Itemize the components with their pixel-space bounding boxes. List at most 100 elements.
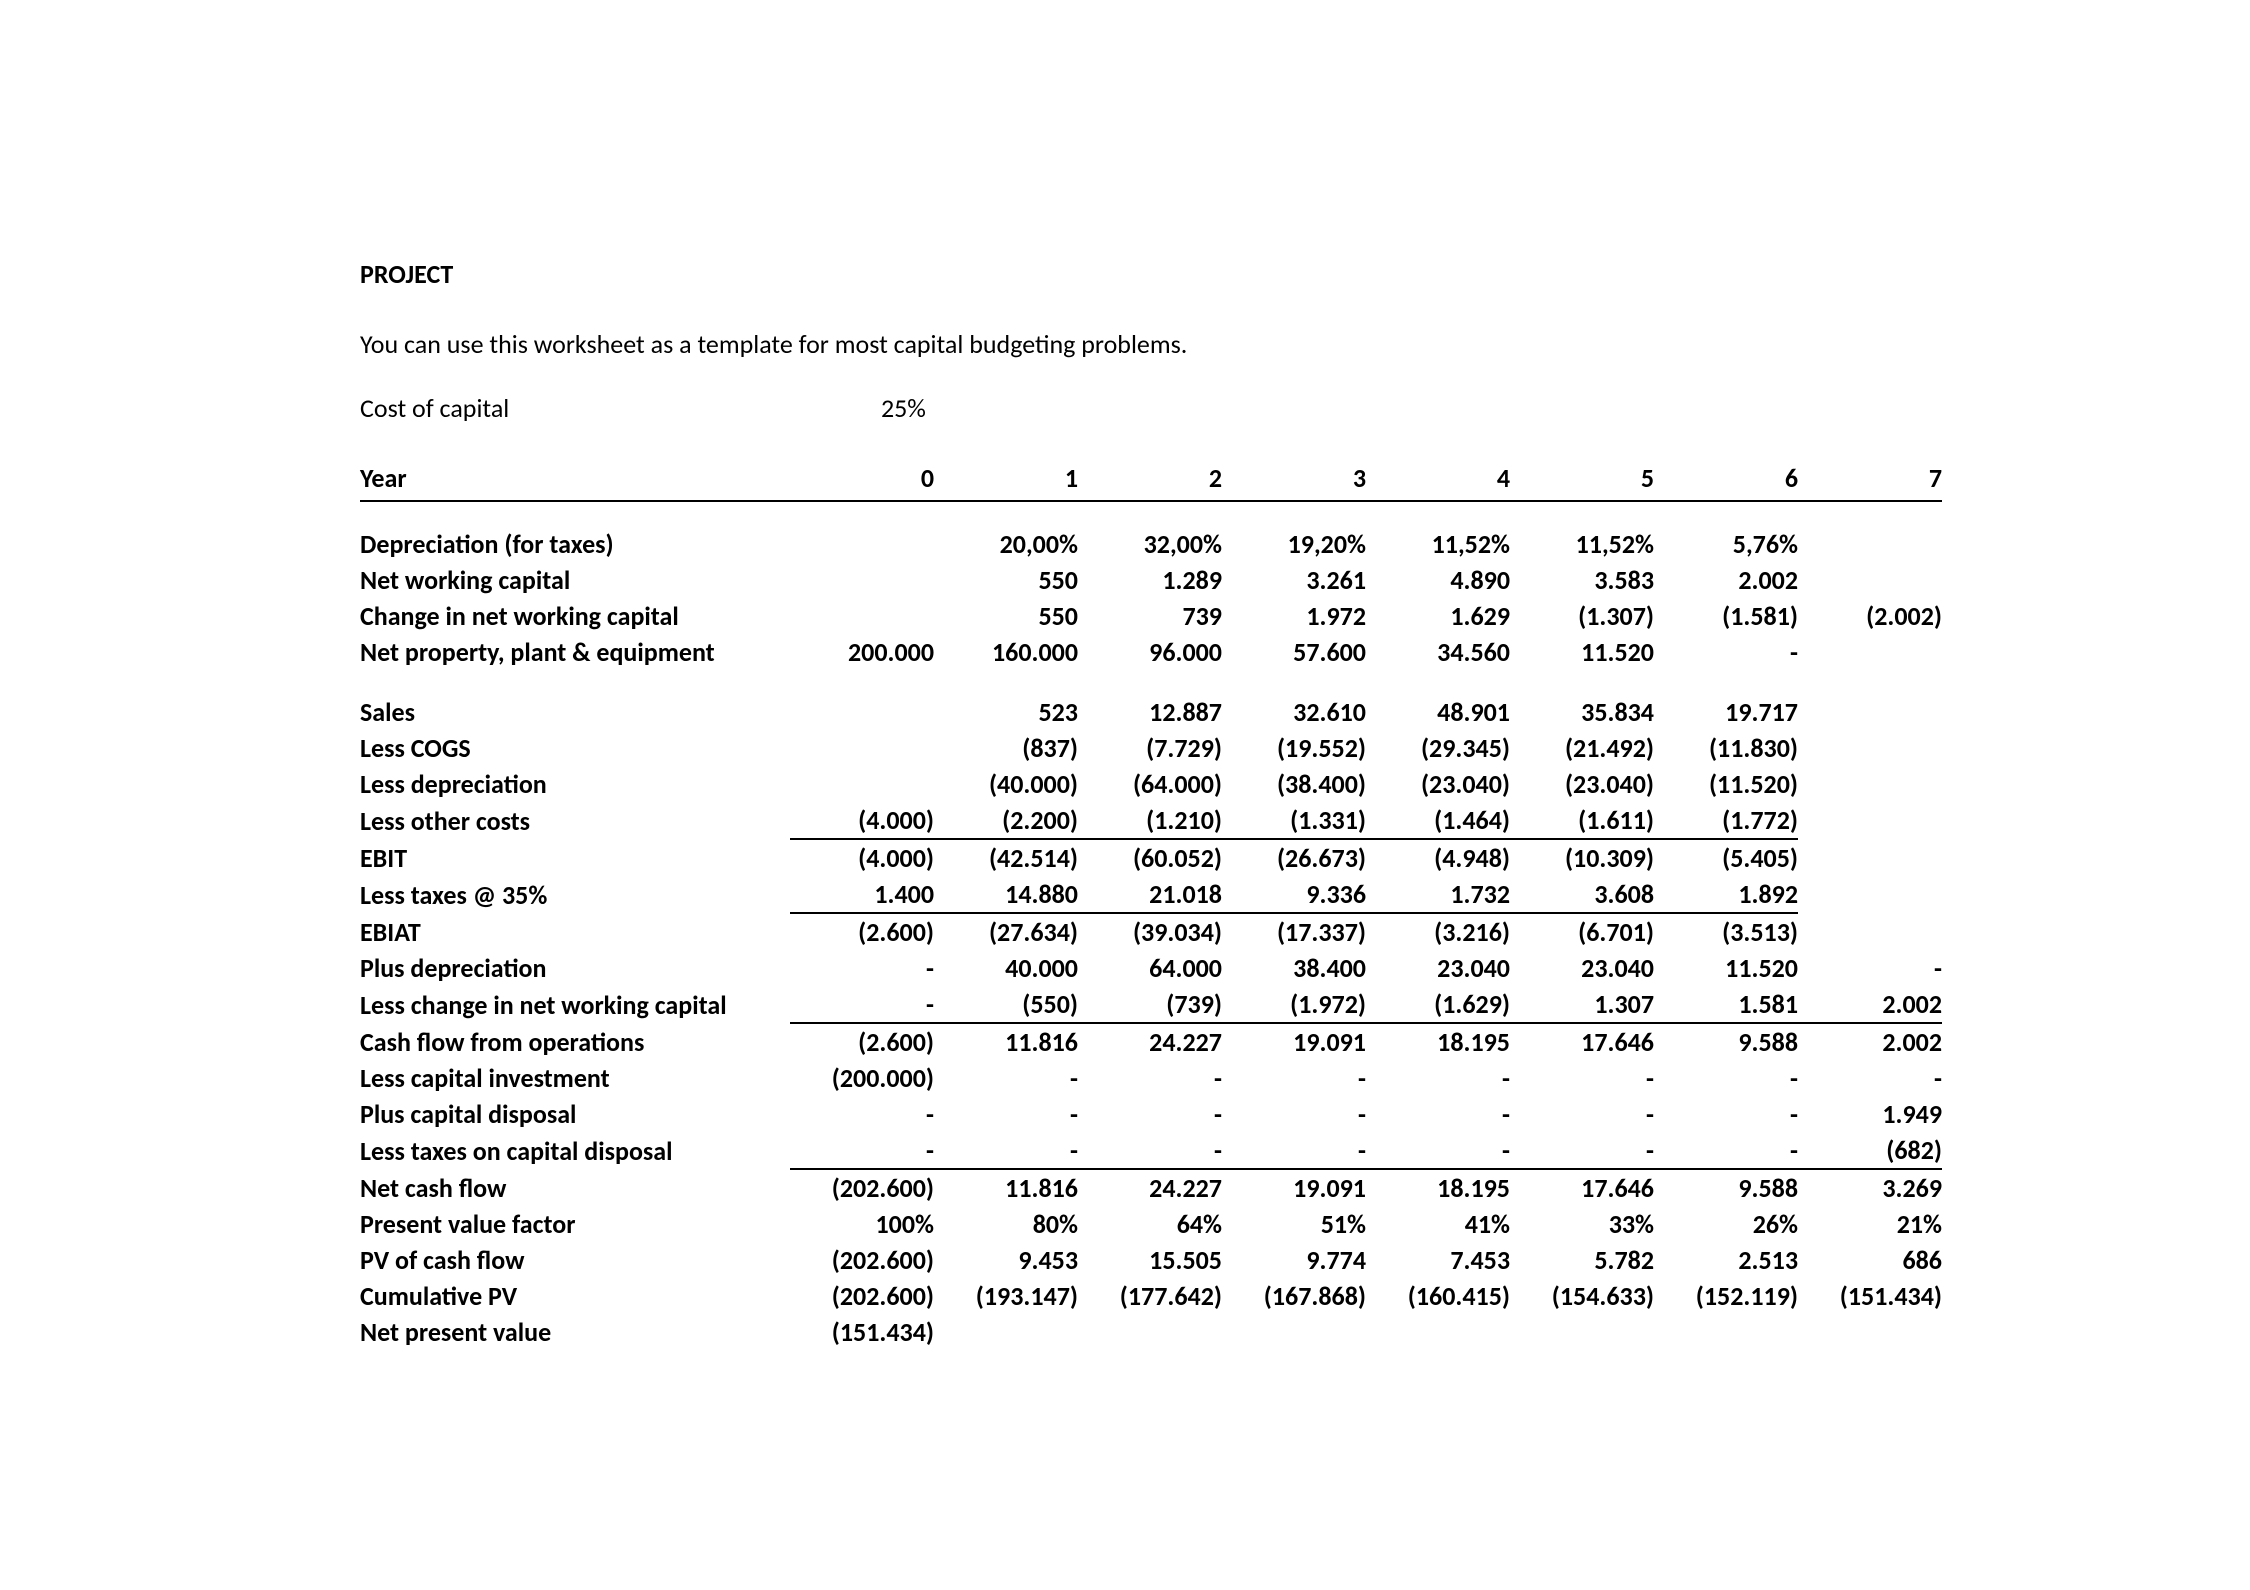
row-cumulative-pv: Cumulative PV (202.600) (193.147) (177.6… (360, 1278, 1942, 1314)
cell: (17.337) (1222, 913, 1366, 950)
cell-label: PV of cash flow (360, 1242, 790, 1278)
cell: 9.453 (934, 1242, 1078, 1278)
cell: 21% (1798, 1206, 1942, 1242)
cell: 19.091 (1222, 1023, 1366, 1060)
cell: (27.634) (934, 913, 1078, 950)
cell: (5.405) (1654, 839, 1798, 876)
cell (1798, 1314, 1942, 1350)
cell-label: Plus depreciation (360, 950, 790, 986)
cell: (167.868) (1222, 1278, 1366, 1314)
cell: 24.227 (1078, 1023, 1222, 1060)
cell: (4.948) (1366, 839, 1510, 876)
cell-label: Net property, plant & equipment (360, 634, 790, 670)
cell: - (1654, 634, 1798, 670)
page: PROJECT You can use this worksheet as a … (0, 0, 2250, 1590)
cell: 1.581 (1654, 986, 1798, 1023)
cell: 160.000 (934, 634, 1078, 670)
row-less-capex: Less capital investment (200.000) - - - … (360, 1060, 1942, 1096)
cell: 1.732 (1366, 876, 1510, 913)
cost-of-capital-value: 25% (796, 392, 926, 424)
cell: - (790, 950, 934, 986)
cell (934, 1314, 1078, 1350)
cell: (64.000) (1078, 766, 1222, 802)
cell: - (1222, 1132, 1366, 1169)
cell: - (1798, 1060, 1942, 1096)
cell (1798, 562, 1942, 598)
header-row: Year 0 1 2 3 4 5 6 7 (360, 460, 1942, 501)
budget-table: Year 0 1 2 3 4 5 6 7 Depreciation (for t… (360, 460, 1942, 1350)
cell: - (1222, 1060, 1366, 1096)
cell: (154.633) (1510, 1278, 1654, 1314)
cell: (837) (934, 730, 1078, 766)
cell-label: Less taxes @ 35% (360, 876, 790, 913)
cell: 11.816 (934, 1023, 1078, 1060)
cell-label: Less capital investment (360, 1060, 790, 1096)
cell: (1.210) (1078, 802, 1222, 839)
cell: (23.040) (1366, 766, 1510, 802)
cell: 1.949 (1798, 1096, 1942, 1132)
cell-label: Net working capital (360, 562, 790, 598)
cell: 11.520 (1654, 950, 1798, 986)
cell-label: Less change in net working capital (360, 986, 790, 1023)
cell: (2.600) (790, 1023, 934, 1060)
cell: - (1798, 950, 1942, 986)
cell (790, 562, 934, 598)
cell: - (790, 986, 934, 1023)
cell-label: Change in net working capital (360, 598, 790, 634)
cell-label: Present value factor (360, 1206, 790, 1242)
cell: 4.890 (1366, 562, 1510, 598)
cell (790, 730, 934, 766)
cell (790, 694, 934, 730)
cell (1798, 730, 1942, 766)
cell: 33% (1510, 1206, 1654, 1242)
cell: (682) (1798, 1132, 1942, 1169)
cell: 3.269 (1798, 1169, 1942, 1206)
cell: 80% (934, 1206, 1078, 1242)
cell: - (934, 1132, 1078, 1169)
cell: - (1510, 1060, 1654, 1096)
cell: (3.513) (1654, 913, 1798, 950)
cell: 3.608 (1510, 876, 1654, 913)
row-plus-depreciation: Plus depreciation - 40.000 64.000 38.400… (360, 950, 1942, 986)
subtitle: You can use this worksheet as a template… (360, 328, 1940, 360)
cell: 11.816 (934, 1169, 1078, 1206)
header-col-6: 6 (1654, 460, 1798, 501)
cell (1798, 876, 1942, 913)
cell (1798, 913, 1942, 950)
cell: 40.000 (934, 950, 1078, 986)
cell: 24.227 (1078, 1169, 1222, 1206)
header-col-7: 7 (1798, 460, 1942, 501)
cell: - (934, 1096, 1078, 1132)
cell-label: Net cash flow (360, 1169, 790, 1206)
cell: 2.513 (1654, 1242, 1798, 1278)
cell: (1.307) (1510, 598, 1654, 634)
cell: 38.400 (1222, 950, 1366, 986)
cell: 1.892 (1654, 876, 1798, 913)
row-less-depreciation: Less depreciation (40.000) (64.000) (38.… (360, 766, 1942, 802)
cell: (1.611) (1510, 802, 1654, 839)
cell: 5.782 (1510, 1242, 1654, 1278)
cell: - (1078, 1132, 1222, 1169)
cell: (6.701) (1510, 913, 1654, 950)
row-npv: Net present value (151.434) (360, 1314, 1942, 1350)
cell-label: Less COGS (360, 730, 790, 766)
header-col-1: 1 (934, 460, 1078, 501)
cell: 1.307 (1510, 986, 1654, 1023)
cell-label: EBIAT (360, 913, 790, 950)
cell: - (1654, 1060, 1798, 1096)
cell: (152.119) (1654, 1278, 1798, 1314)
cell: 17.646 (1510, 1169, 1654, 1206)
cell: 19,20% (1222, 526, 1366, 562)
cell: (38.400) (1222, 766, 1366, 802)
cell: - (790, 1132, 934, 1169)
cell: 21.018 (1078, 876, 1222, 913)
cell: - (1510, 1132, 1654, 1169)
row-less-taxes: Less taxes @ 35% 1.400 14.880 21.018 9.3… (360, 876, 1942, 913)
cell: (29.345) (1366, 730, 1510, 766)
cell: - (1366, 1132, 1510, 1169)
cell: 41% (1366, 1206, 1510, 1242)
cell-label: Less taxes on capital disposal (360, 1132, 790, 1169)
row-ebit: EBIT (4.000) (42.514) (60.052) (26.673) … (360, 839, 1942, 876)
cell-label: Less depreciation (360, 766, 790, 802)
cell: 1.289 (1078, 562, 1222, 598)
